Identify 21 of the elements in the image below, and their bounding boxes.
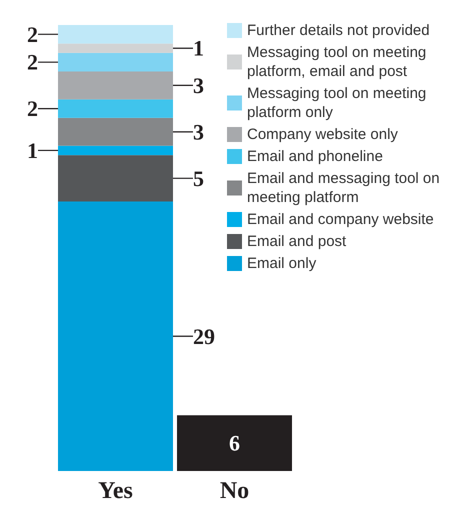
data-label: 2: [27, 22, 38, 47]
legend-label: Email and phoneline: [247, 148, 383, 165]
legend-label: Further details not provided: [247, 22, 430, 39]
data-label: 3: [193, 119, 204, 144]
x-tick-label: No: [220, 478, 250, 504]
legend-label: Email and post: [247, 233, 348, 250]
data-label: 2: [27, 50, 38, 75]
legend-label: Email and messaging tool on meeting platform: [247, 170, 444, 206]
legend-label: Email only: [247, 255, 317, 272]
legend-label: Email and company website: [247, 211, 434, 228]
data-label: 6: [229, 430, 240, 456]
data-label: 29: [193, 324, 215, 349]
legend-label: Messaging tool on meeting platform only: [247, 85, 430, 121]
x-tick-label: Yes: [98, 478, 133, 504]
legend-label: Messaging tool on meeting platform, email and post: [247, 44, 430, 80]
data-label: 3: [193, 72, 204, 98]
data-label: 2: [27, 96, 38, 122]
legend-label: Company website only: [247, 126, 398, 143]
data-label: 5: [193, 166, 204, 191]
data-label: 1: [27, 138, 38, 163]
data-label: 1: [193, 36, 204, 61]
